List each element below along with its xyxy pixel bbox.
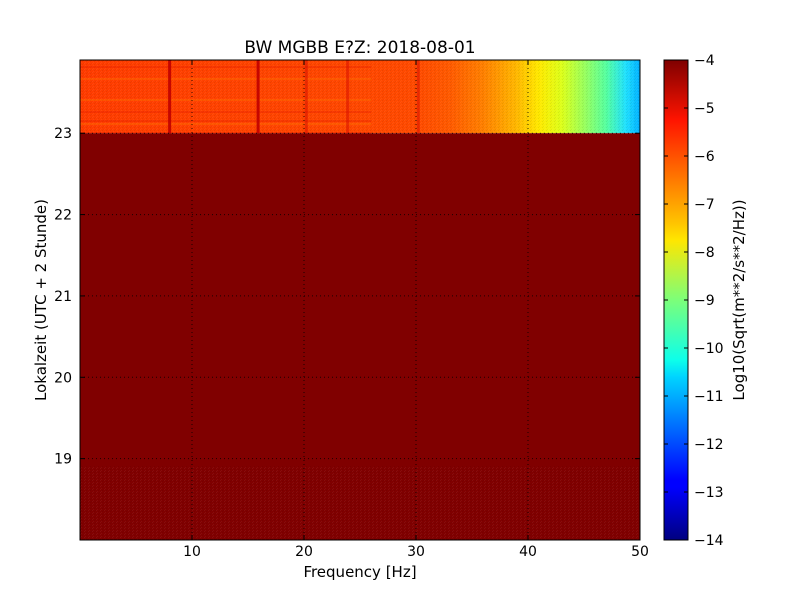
narrowband-line <box>416 60 420 134</box>
colorbar-tick-label: −14 <box>694 533 724 549</box>
colorbar-tick-label: −7 <box>694 197 715 213</box>
time-stripe <box>80 132 372 134</box>
time-stripe <box>80 111 372 113</box>
y-tick-label: 19 <box>54 452 72 468</box>
x-tick-label: 30 <box>407 544 425 560</box>
y-tick-label: 20 <box>54 370 72 386</box>
no-data-noise <box>80 466 640 540</box>
narrowband-line <box>168 60 172 134</box>
grid-lines <box>80 60 640 540</box>
colorbar-label: Log10(Sqrt(m**2/s**2/Hz)) <box>730 199 748 400</box>
time-stripe <box>80 120 372 122</box>
narrowband-lines <box>168 60 420 134</box>
colorbar-ticks: −4 −5 −6 −7 −8 −9 −10 −11 −12 −13 −14 <box>664 53 724 549</box>
colorbar: −4 −5 −6 −7 −8 −9 −10 −11 −12 −13 −14 Log10(Sqrt(m… <box>663 53 748 549</box>
colorbar-tick-label: −4 <box>694 53 715 69</box>
colorbar-tick-label: −10 <box>694 341 724 357</box>
colorbar-tick-label: −5 <box>694 101 715 117</box>
y-axis-ticks: 19 20 21 22 23 <box>54 126 640 468</box>
colorbar-tick-label: −13 <box>694 485 724 501</box>
y-tick-label: 22 <box>54 208 72 224</box>
x-axis-label: Frequency [Hz] <box>303 563 416 581</box>
x-axis-ticks: 10 20 30 40 50 <box>183 60 649 560</box>
spectrogram-plot <box>79 59 641 541</box>
y-axis-label: Lokalzeit (UTC + 2 Stunde) <box>32 199 50 401</box>
chart-title: BW MGBB E?Z: 2018-08-01 <box>244 38 475 58</box>
y-tick-label: 23 <box>54 126 72 142</box>
colorbar-tick-label: −12 <box>694 437 724 453</box>
narrowband-line <box>256 60 260 134</box>
colorbar-tick-label: −8 <box>694 245 715 261</box>
narrowband-line <box>304 60 308 134</box>
time-stripe <box>80 99 372 101</box>
plot-frame <box>79 59 641 541</box>
colorbar-tick-label: −6 <box>694 149 715 165</box>
x-tick-label: 20 <box>295 544 313 560</box>
y-tick-label: 21 <box>54 289 72 305</box>
colorbar-tick-label: −11 <box>694 389 724 405</box>
time-stripe <box>80 66 372 68</box>
colorbar-tick-label: −9 <box>694 293 715 309</box>
x-tick-label: 50 <box>631 544 649 560</box>
time-stripe <box>80 123 372 125</box>
narrowband-line <box>346 60 350 134</box>
x-tick-label: 40 <box>519 544 537 560</box>
x-tick-label: 10 <box>183 544 201 560</box>
spectrogram-time-stripes <box>80 66 372 134</box>
time-stripe <box>80 78 372 80</box>
